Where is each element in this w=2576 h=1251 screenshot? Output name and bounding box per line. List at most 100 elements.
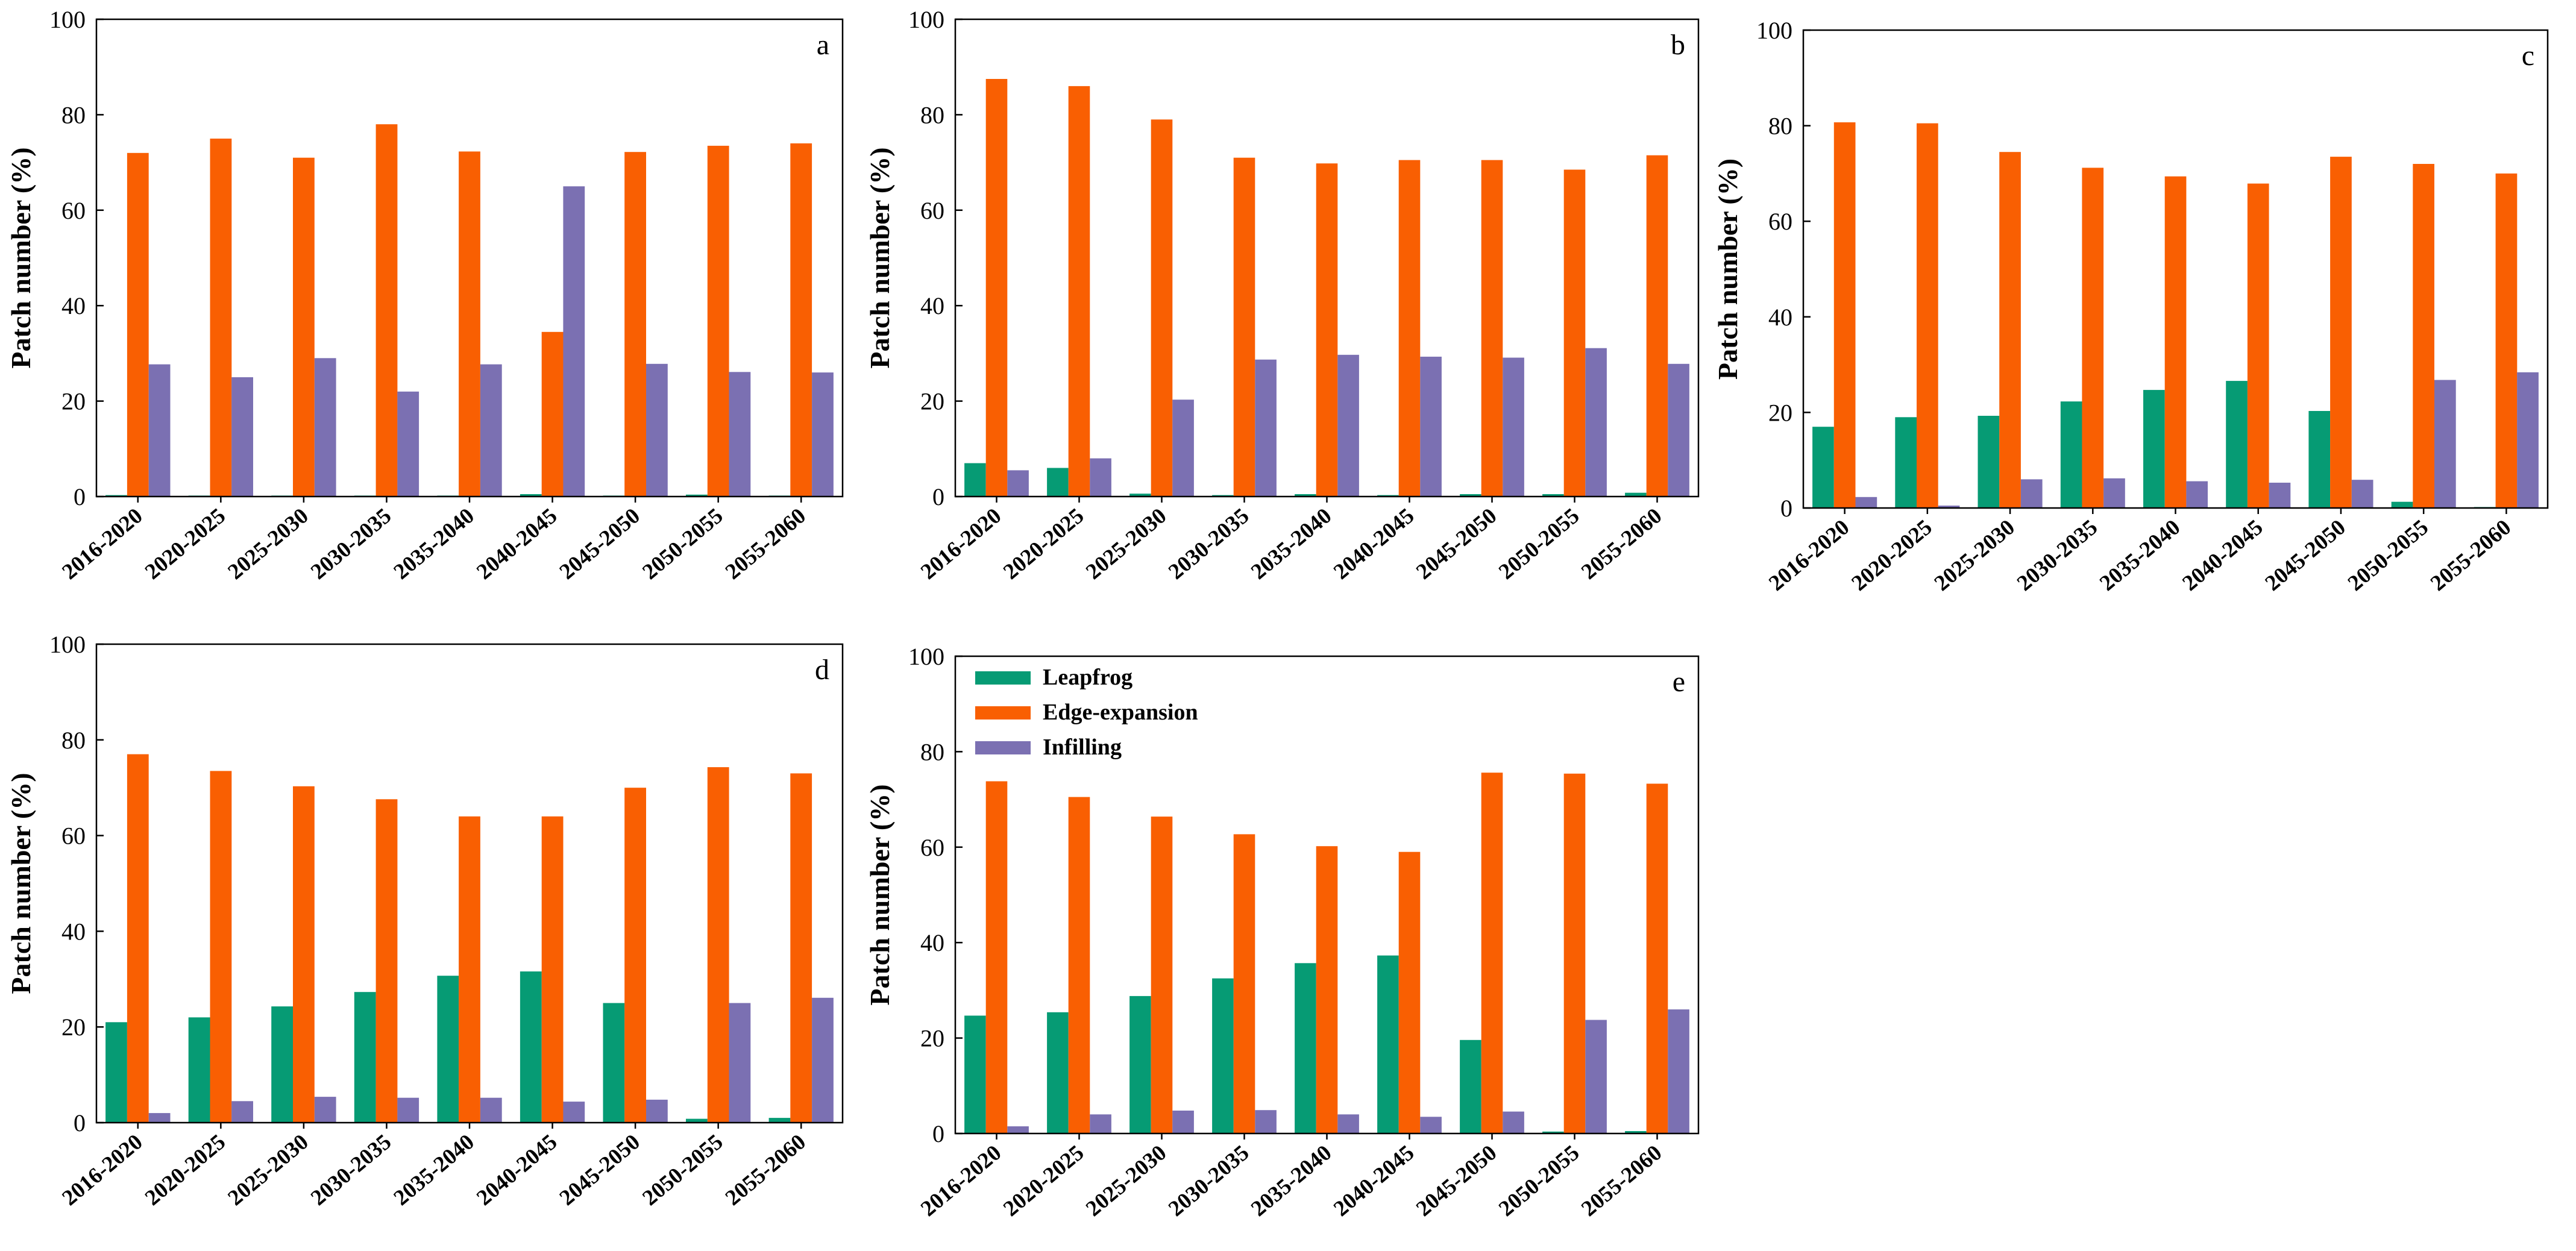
- bar-c-leapfrog-2035-2040: [2143, 390, 2165, 508]
- y-tick-label-d: 80: [61, 727, 86, 754]
- bar-b-edge-expansion-2020-2025: [1068, 86, 1090, 497]
- bar-c-edge-expansion-2035-2040: [2164, 176, 2187, 508]
- y-tick-label-a: 40: [61, 292, 86, 319]
- y-tick-label-c: 100: [1756, 17, 1792, 44]
- bar-d-infilling-2050-2055: [729, 1003, 751, 1123]
- bar-d-leapfrog-2050-2055: [686, 1118, 708, 1123]
- bar-e-edge-expansion-2020-2025: [1068, 797, 1090, 1133]
- bar-a-infilling-2050-2055: [729, 372, 751, 497]
- bar-d-leapfrog-2055-2060: [768, 1118, 791, 1123]
- panel-b: 0204060801002016-20202020-20252025-20302…: [864, 6, 1700, 585]
- y-tick-label-e: 0: [932, 1120, 944, 1147]
- bar-c-leapfrog-2045-2050: [2308, 411, 2331, 508]
- panel-letter-a: a: [817, 29, 829, 61]
- panel-a: 0204060801002016-20202020-20252025-20302…: [5, 6, 844, 585]
- bar-b-edge-expansion-2040-2045: [1398, 160, 1421, 497]
- bar-d-edge-expansion-2020-2025: [210, 771, 232, 1123]
- bar-b-edge-expansion-2030-2035: [1233, 157, 1255, 497]
- x-tick-label-c: 2050-2055: [2343, 515, 2433, 595]
- x-tick-label-b: 2025-2030: [1081, 503, 1171, 584]
- x-tick-label-e: 2055-2060: [1577, 1140, 1667, 1221]
- bar-d-leapfrog-2020-2025: [188, 1017, 210, 1123]
- y-axis-title-a: Patch number (%): [5, 147, 36, 368]
- y-tick-label-c: 20: [1768, 399, 1792, 426]
- bar-d-infilling-2030-2035: [397, 1097, 419, 1123]
- y-tick-label-a: 60: [61, 197, 86, 224]
- bar-b-leapfrog-2020-2025: [1047, 468, 1069, 497]
- bar-a-infilling-2055-2060: [812, 372, 834, 497]
- bar-a-edge-expansion-2045-2050: [624, 152, 646, 497]
- bar-c-edge-expansion-2025-2030: [1999, 152, 2021, 508]
- bar-e-edge-expansion-2030-2035: [1233, 834, 1255, 1133]
- y-tick-label-a: 100: [49, 6, 86, 33]
- bar-b-leapfrog-2055-2060: [1625, 492, 1647, 497]
- bar-a-infilling-2020-2025: [231, 377, 253, 497]
- bar-a-infilling-2040-2045: [563, 186, 585, 497]
- legend-label-infilling: Infilling: [1043, 735, 1122, 760]
- y-tick-label-d: 40: [61, 918, 86, 945]
- x-tick-label-a: 2020-2025: [140, 503, 230, 584]
- bar-a-infilling-2016-2020: [148, 364, 171, 497]
- x-tick-label-b: 2045-2050: [1412, 503, 1501, 584]
- bar-a-infilling-2025-2030: [314, 358, 336, 497]
- bar-d-edge-expansion-2055-2060: [790, 773, 812, 1123]
- bar-b-infilling-2050-2055: [1585, 348, 1607, 497]
- bar-c-leapfrog-2016-2020: [1812, 427, 1834, 508]
- x-tick-label-a: 2035-2040: [389, 503, 479, 584]
- bar-d-infilling-2016-2020: [148, 1113, 171, 1123]
- bar-d-infilling-2025-2030: [314, 1097, 336, 1123]
- x-tick-label-a: 2016-2020: [57, 503, 147, 584]
- x-tick-label-b: 2035-2040: [1246, 503, 1336, 584]
- panel-e: 0204060801002016-20202020-20252025-20302…: [864, 643, 1700, 1221]
- bar-e-edge-expansion-2050-2055: [1563, 773, 1586, 1133]
- bar-d-leapfrog-2035-2040: [437, 976, 459, 1123]
- y-tick-label-a: 0: [74, 483, 86, 510]
- y-tick-label-e: 100: [908, 643, 944, 670]
- x-tick-label-d: 2020-2025: [140, 1129, 230, 1210]
- bar-b-infilling-2030-2035: [1255, 359, 1277, 497]
- y-axis-title-d: Patch number (%): [5, 773, 36, 994]
- bar-d-infilling-2035-2040: [480, 1097, 502, 1123]
- y-tick-label-b: 80: [920, 101, 944, 128]
- x-tick-label-e: 2045-2050: [1412, 1140, 1501, 1221]
- bar-a-edge-expansion-2055-2060: [790, 143, 812, 497]
- bar-b-leapfrog-2050-2055: [1542, 494, 1564, 497]
- x-tick-label-d: 2025-2030: [224, 1129, 313, 1210]
- x-tick-label-c: 2045-2050: [2261, 515, 2351, 595]
- bar-e-edge-expansion-2025-2030: [1151, 817, 1173, 1133]
- bar-e-edge-expansion-2055-2060: [1646, 783, 1668, 1133]
- bar-a-edge-expansion-2040-2045: [541, 331, 564, 497]
- bar-d-edge-expansion-2050-2055: [707, 767, 729, 1123]
- bar-b-infilling-2016-2020: [1007, 470, 1029, 497]
- bar-a-edge-expansion-2050-2055: [707, 145, 729, 497]
- y-tick-label-b: 60: [920, 197, 944, 224]
- x-tick-label-c: 2040-2045: [2178, 515, 2267, 595]
- legend-swatch-leapfrog: [975, 671, 1031, 685]
- x-tick-label-e: 2016-2020: [916, 1140, 1006, 1221]
- bar-e-leapfrog-2025-2030: [1129, 995, 1151, 1133]
- bar-b-infilling-2040-2045: [1420, 356, 1442, 497]
- bar-c-edge-expansion-2055-2060: [2495, 173, 2518, 508]
- bar-b-infilling-2020-2025: [1090, 458, 1111, 497]
- x-tick-label-e: 2035-2040: [1246, 1140, 1336, 1221]
- x-tick-label-b: 2050-2055: [1494, 503, 1584, 584]
- bar-e-edge-expansion-2045-2050: [1481, 773, 1503, 1133]
- y-tick-label-b: 0: [932, 483, 944, 510]
- y-tick-label-a: 80: [61, 101, 86, 128]
- x-tick-label-d: 2040-2045: [472, 1129, 562, 1210]
- panel-letter-b: b: [1671, 29, 1685, 61]
- legend-swatch-edge-expansion: [975, 706, 1031, 720]
- bar-b-edge-expansion-2016-2020: [985, 79, 1008, 497]
- bar-e-edge-expansion-2035-2040: [1316, 846, 1338, 1133]
- bar-d-edge-expansion-2030-2035: [375, 799, 398, 1123]
- x-tick-label-d: 2030-2035: [306, 1129, 396, 1210]
- x-tick-label-b: 2016-2020: [916, 503, 1006, 584]
- x-tick-label-e: 2020-2025: [999, 1140, 1089, 1221]
- y-axis-title-c: Patch number (%): [1712, 158, 1743, 380]
- bar-e-infilling-2040-2045: [1420, 1117, 1442, 1133]
- panel-letter-c: c: [2522, 40, 2534, 72]
- bar-b-leapfrog-2025-2030: [1129, 494, 1151, 497]
- y-tick-label-e: 80: [920, 738, 944, 765]
- bar-d-leapfrog-2040-2045: [520, 971, 542, 1123]
